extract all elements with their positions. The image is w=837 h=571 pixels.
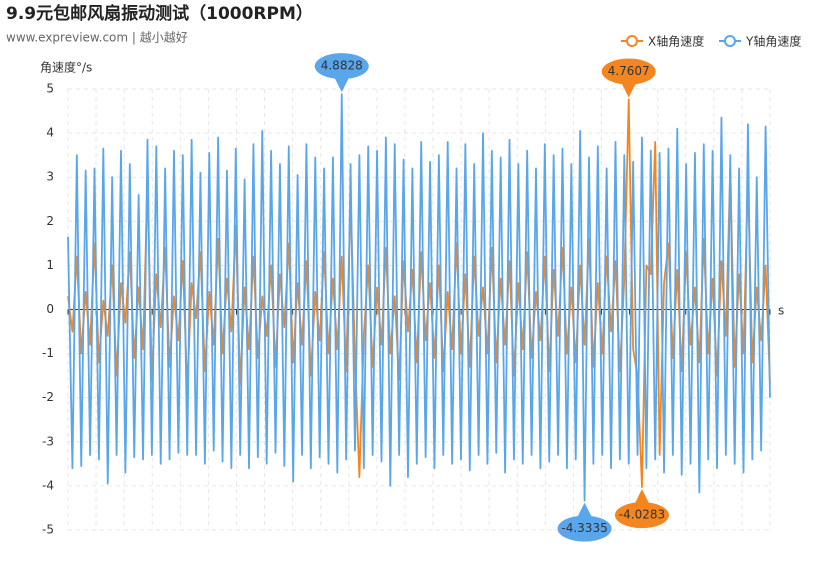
marker-label: 4.7607 [608, 64, 650, 78]
legend-marker [626, 35, 638, 47]
y-tick-label: -3 [42, 434, 54, 448]
y-tick-label: -1 [42, 346, 54, 360]
y-tick-label: -5 [42, 523, 54, 537]
chart-title: 9.9元包邮风扇振动测试（1000RPM） [6, 3, 313, 24]
y-tick-label: 2 [46, 214, 54, 228]
marker-label: 4.8828 [321, 59, 363, 73]
legend-label: X轴角速度 [648, 34, 704, 49]
chart-subtitle: www.expreview.com | 越小越好 [6, 31, 188, 45]
marker-label: -4.3335 [561, 521, 607, 535]
y-tick-label: -2 [42, 390, 54, 404]
x-axis-label: s [778, 304, 784, 318]
y-tick-label: 1 [46, 258, 54, 272]
y-tick-label: 0 [46, 302, 54, 316]
marker-pin [314, 53, 369, 80]
y-axis-label: 角速度°/s [40, 60, 92, 75]
y-tick-label: 4 [46, 126, 54, 140]
marker-pin [614, 502, 669, 529]
marker-label: -4.0283 [619, 508, 665, 522]
y-tick-label: 3 [46, 170, 54, 184]
y-tick-label: 5 [46, 82, 54, 96]
legend-label: Y轴角速度 [745, 34, 801, 49]
legend-marker [724, 35, 736, 47]
y-tick-label: -4 [42, 478, 54, 492]
marker-pin [601, 58, 656, 85]
series-line [67, 93, 771, 502]
marker-pin [557, 515, 612, 542]
